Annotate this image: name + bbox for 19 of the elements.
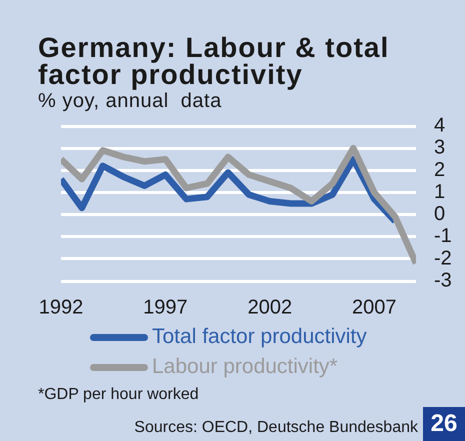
- text: *GDP per hour worked: [38, 386, 199, 404]
- y-tick-label: 4: [434, 114, 446, 137]
- y-tick-label: -2: [434, 247, 452, 270]
- x-tick-label: 2002: [248, 296, 292, 319]
- y-tick-label: 2: [434, 158, 446, 181]
- x-tick-label: 1997: [143, 296, 188, 319]
- legend-label: Total factor productivity: [152, 325, 367, 349]
- source-note: Sources: OECD, Deutsche Bundesbank: [134, 419, 418, 437]
- legend-label: Labour productivity*: [152, 355, 338, 379]
- x-tick-label: 1992: [38, 296, 84, 319]
- y-tick-label: 3: [434, 136, 446, 159]
- chart-title: Germany: Labour & total factor productivity: [38, 32, 390, 90]
- y-tick-label: -1: [434, 225, 452, 248]
- chart-subtitle: % yoy, annual data: [38, 90, 222, 112]
- text: 26: [423, 407, 465, 441]
- y-tick-label: 1: [434, 180, 446, 203]
- y-tick-label: 0: [434, 203, 446, 226]
- x-tick-label: 2007: [352, 296, 396, 319]
- y-tick-label: -3: [434, 270, 452, 292]
